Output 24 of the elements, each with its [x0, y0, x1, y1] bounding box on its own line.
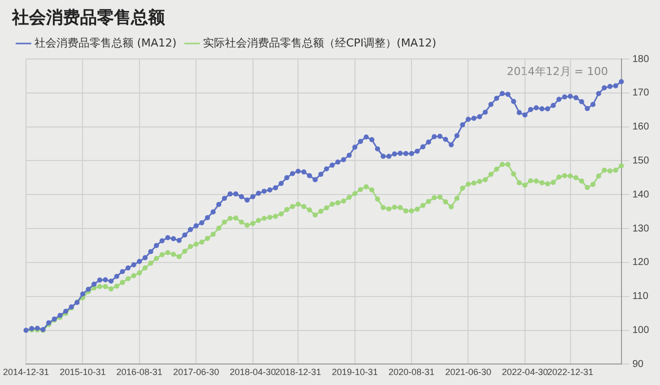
x-tick-label: 2021-06-30 — [445, 367, 492, 378]
x-tick-label: 2017-06-30 — [173, 367, 220, 378]
x-tick-label: 2019-10-31 — [332, 367, 378, 378]
legend-label: 实际社会消费品零售总额（经CPI调整）(MA12) — [203, 36, 436, 50]
y-tick-label: 150 — [632, 155, 650, 166]
y-tick-label: 170 — [632, 88, 650, 99]
x-tick-label: 2015-10-31 — [60, 367, 106, 378]
y-tick-label: 130 — [632, 223, 650, 234]
y-tick-label: 160 — [632, 122, 650, 133]
x-tick-label: 2018-04-30 — [230, 367, 276, 378]
x-tick-label: 2014-12-31 — [2, 367, 50, 378]
y-tick-label: 180 — [632, 54, 650, 65]
x-tick-label: 2016-08-31 — [116, 367, 162, 378]
x-tick-label: 2020-08-31 — [388, 367, 435, 378]
y-tick-label: 120 — [632, 257, 650, 268]
chart-title: 社会消费品零售总额 — [12, 7, 165, 29]
y-tick-label: 140 — [632, 189, 650, 200]
legend-label: 社会消费品零售总额 (MA12) — [34, 36, 177, 50]
y-tick-label: 90 — [632, 358, 644, 370]
y-tick-label: 110 — [632, 291, 649, 302]
y-tick-label: 100 — [632, 325, 650, 336]
x-tick-label: 2018-12-31 — [275, 367, 322, 378]
x-tick-label: 2022-04-30 — [502, 367, 548, 378]
x-tick-label: 2022-12-31 — [547, 367, 594, 378]
